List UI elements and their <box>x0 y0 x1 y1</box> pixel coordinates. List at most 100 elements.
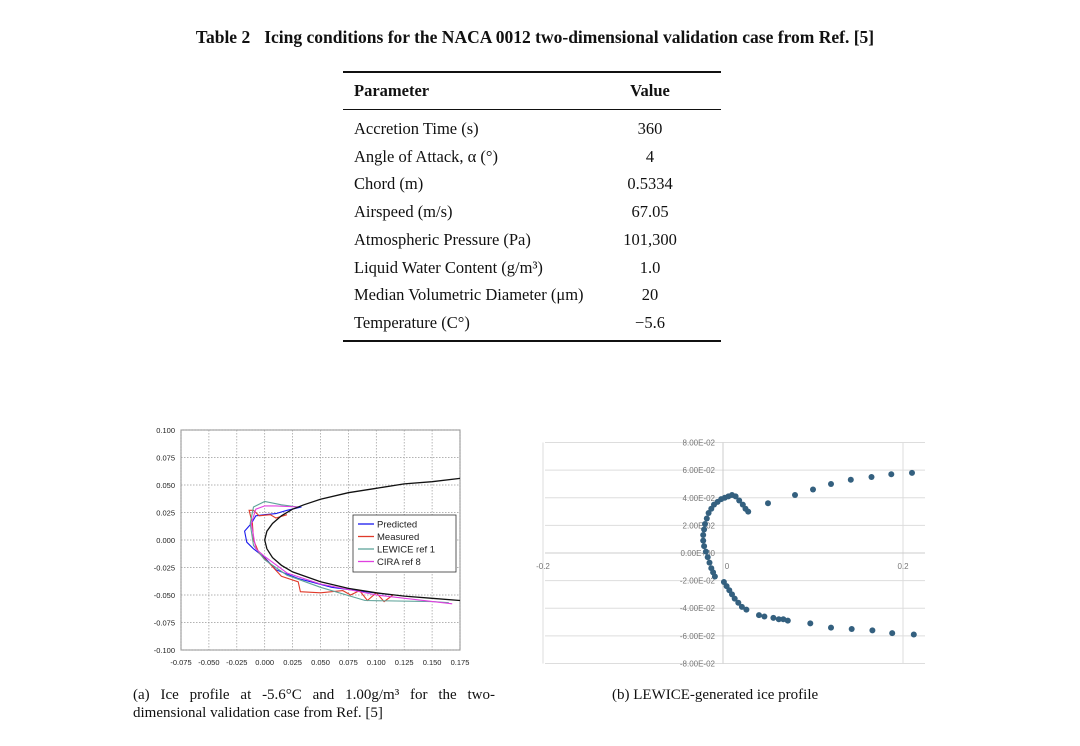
airfoil-line <box>264 477 461 602</box>
table-number: Table 2 <box>195 27 251 47</box>
parameter-cell: Angle of Attack, α (°) <box>354 146 498 166</box>
y-tick-label: 6.00E-02 <box>683 466 716 475</box>
x-tick-label: 0.050 <box>311 658 330 667</box>
y-tick-label: -8.00E-02 <box>680 659 716 668</box>
data-point <box>780 616 787 623</box>
data-point <box>700 537 707 544</box>
data-point <box>889 630 896 637</box>
table-row: Airspeed (m/s) 67.05 <box>354 202 718 226</box>
x-tick-label: 0 <box>725 562 730 571</box>
parameter-cell: Median Volumetric Diameter (μm) <box>354 285 584 305</box>
data-point <box>792 491 798 498</box>
x-tick-label: -0.050 <box>198 658 219 667</box>
y-tick-label: -0.075 <box>154 619 175 628</box>
legend-label: Predicted <box>377 520 417 531</box>
parameter-cell: Temperature (C°) <box>354 312 470 332</box>
parameter-cell: Accretion Time (s) <box>354 119 479 138</box>
x-tick-label: 0.025 <box>283 658 302 667</box>
data-point <box>869 627 876 634</box>
data-point <box>770 614 777 621</box>
y-tick-label: -6.00E-02 <box>680 632 716 641</box>
data-point <box>828 480 834 487</box>
data-point <box>731 595 738 602</box>
y-tick-label: -2.00E-02 <box>680 577 716 586</box>
series-line-measured <box>248 509 394 603</box>
data-point <box>761 613 768 620</box>
y-tick-label: 0.050 <box>156 481 175 490</box>
y-tick-label: -0.025 <box>154 564 175 573</box>
table-row: Liquid Water Content (g/m³) 1.0 <box>354 258 718 282</box>
data-point <box>702 548 709 555</box>
y-tick-label: 0.025 <box>156 509 175 518</box>
caption-b: (b) LEWICE-generated ice profile <box>612 687 819 703</box>
data-point <box>756 612 762 619</box>
table-header: Parameter Value <box>354 81 718 105</box>
value-cell: 67.05 <box>631 202 669 222</box>
data-point <box>735 599 742 606</box>
value-cell: 0.5334 <box>627 174 673 194</box>
data-point <box>847 476 854 483</box>
data-point <box>711 573 718 580</box>
table-row: Accretion Time (s) 360 <box>354 119 718 143</box>
data-point <box>784 617 791 624</box>
data-point <box>743 606 750 613</box>
legend-label: Measured <box>377 532 419 543</box>
data-point <box>703 515 710 522</box>
series-line-lewice-ref-1 <box>249 500 449 604</box>
data-point <box>706 559 713 566</box>
data-point <box>775 616 782 623</box>
data-point <box>888 471 895 478</box>
data-point <box>702 520 708 527</box>
legend-label: LEWICE ref 1 <box>377 545 435 556</box>
y-tick-label: 2.00E-02 <box>683 521 716 530</box>
data-point <box>828 624 834 631</box>
data-point <box>848 625 855 632</box>
data-point <box>910 631 917 638</box>
x-tick-label: 0.075 <box>339 658 358 667</box>
parameter-cell: Chord (m) <box>354 174 424 194</box>
data-point <box>701 526 708 533</box>
data-point <box>807 620 814 627</box>
x-tick-label: 0.2 <box>897 562 909 571</box>
y-tick-label: 0.000 <box>156 536 175 545</box>
x-tick-label: -0.2 <box>536 562 550 571</box>
ice-profile-chart: -0.075 -0.050 -0.025 0.000 0.025 0.050 0.075 0.… <box>154 426 470 667</box>
data-point <box>810 486 816 493</box>
lewice-scatter-chart: 8.00E-02 6.00E-02 4.00E-02 2.00E-02 0.00E+00… <box>536 439 925 668</box>
table-caption: Icing conditions for the NACA 0012 two-d… <box>264 27 875 47</box>
table-row: Median Volumetric Diameter (μm) 20 <box>354 285 718 309</box>
x-tick-label: 0.150 <box>423 658 442 667</box>
x-tick-label: 0.125 <box>395 658 414 667</box>
y-tick-label: 4.00E-02 <box>683 494 716 503</box>
table-top-rule <box>343 71 721 73</box>
x-tick-label: 0.175 <box>451 658 470 667</box>
data-point <box>738 603 745 610</box>
table-row: Temperature (C°) −5.6 <box>354 313 718 337</box>
table-row: Chord (m) 0.5334 <box>354 174 718 198</box>
y-tick-label: 8.00E-02 <box>683 439 716 448</box>
table-title: Table 2 Icing conditions for the NACA 001… <box>0 27 1070 48</box>
data-point <box>868 474 875 481</box>
y-tick-label: -0.050 <box>154 591 175 600</box>
y-tick-label: 0.075 <box>156 454 175 463</box>
data-point <box>704 554 711 561</box>
value-cell: 360 <box>637 119 663 138</box>
series-line-cira-ref-8 <box>250 505 453 605</box>
value-cell: 4 <box>645 146 655 166</box>
header-parameter: Parameter <box>354 81 430 100</box>
parameter-cell: Atmospheric Pressure (Pa) <box>354 229 531 249</box>
x-tick-label: -0.075 <box>170 658 191 667</box>
x-tick-label: 0.000 <box>255 658 274 667</box>
y-tick-label: -4.00E-02 <box>680 604 716 613</box>
header-value: Value <box>630 81 670 100</box>
table-row: Angle of Attack, α (°) 4 <box>354 147 718 171</box>
data-point <box>700 532 707 539</box>
table-header-rule <box>343 109 721 110</box>
parameter-cell: Airspeed (m/s) <box>354 202 453 222</box>
x-tick-label: -0.025 <box>226 658 247 667</box>
data-point <box>701 543 708 550</box>
caption-a: (a) Ice profile at -5.6°C and 1.00g/m³ f… <box>133 687 495 721</box>
value-cell: −5.6 <box>635 312 665 332</box>
legend-label: CIRA ref 8 <box>377 557 421 568</box>
